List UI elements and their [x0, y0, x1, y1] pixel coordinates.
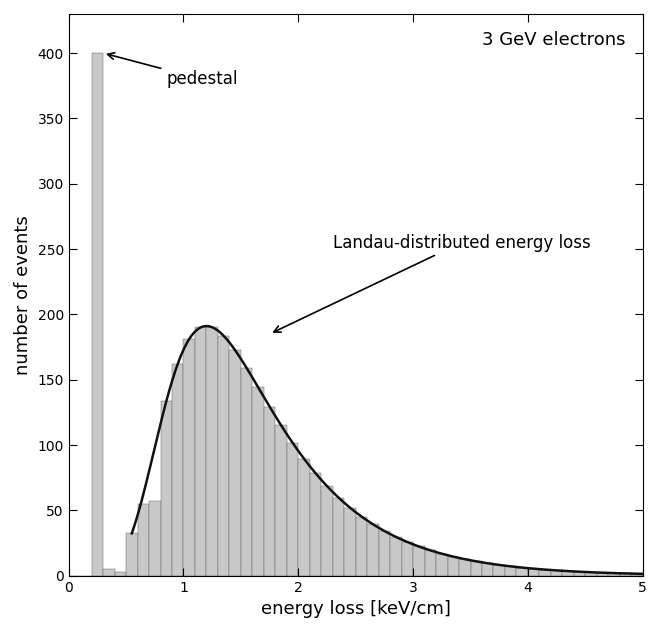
Bar [563, 571, 574, 576]
Bar [206, 327, 218, 576]
Bar [344, 507, 356, 576]
Bar [126, 533, 137, 576]
Bar [253, 387, 264, 576]
Bar [551, 571, 563, 576]
Bar [137, 504, 149, 576]
Bar [114, 572, 126, 576]
Text: 3 GeV electrons: 3 GeV electrons [482, 31, 625, 49]
Bar [149, 501, 161, 576]
Bar [413, 547, 424, 576]
Bar [424, 550, 436, 576]
Bar [494, 565, 505, 576]
Bar [516, 568, 528, 576]
Bar [597, 573, 608, 576]
Bar [528, 569, 539, 576]
Bar [505, 566, 516, 576]
Bar [103, 569, 114, 576]
Bar [241, 368, 253, 576]
Text: Landau-distributed energy loss: Landau-distributed energy loss [274, 234, 590, 332]
Bar [368, 525, 379, 576]
Bar [218, 336, 229, 576]
Y-axis label: number of events: number of events [14, 215, 32, 375]
Bar [356, 516, 368, 576]
Bar [310, 473, 321, 576]
Bar [482, 563, 494, 576]
Bar [276, 425, 287, 576]
Bar [539, 569, 551, 576]
Bar [321, 486, 332, 576]
Bar [287, 443, 298, 576]
Text: pedestal: pedestal [108, 52, 238, 88]
Bar [195, 327, 206, 576]
Bar [184, 339, 195, 576]
Bar [620, 573, 631, 576]
Bar [402, 542, 413, 576]
Bar [608, 573, 620, 576]
Bar [459, 559, 471, 576]
X-axis label: energy loss [keV/cm]: energy loss [keV/cm] [261, 600, 451, 618]
Bar [379, 531, 390, 576]
Bar [172, 364, 184, 576]
Bar [92, 53, 103, 576]
Bar [264, 406, 276, 576]
Bar [436, 554, 447, 576]
Bar [631, 574, 642, 576]
Bar [229, 350, 241, 576]
Bar [586, 572, 597, 576]
Bar [161, 401, 172, 576]
Bar [298, 459, 310, 576]
Bar [471, 561, 482, 576]
Bar [332, 497, 344, 576]
Bar [574, 572, 586, 576]
Bar [390, 537, 402, 576]
Bar [447, 557, 459, 576]
